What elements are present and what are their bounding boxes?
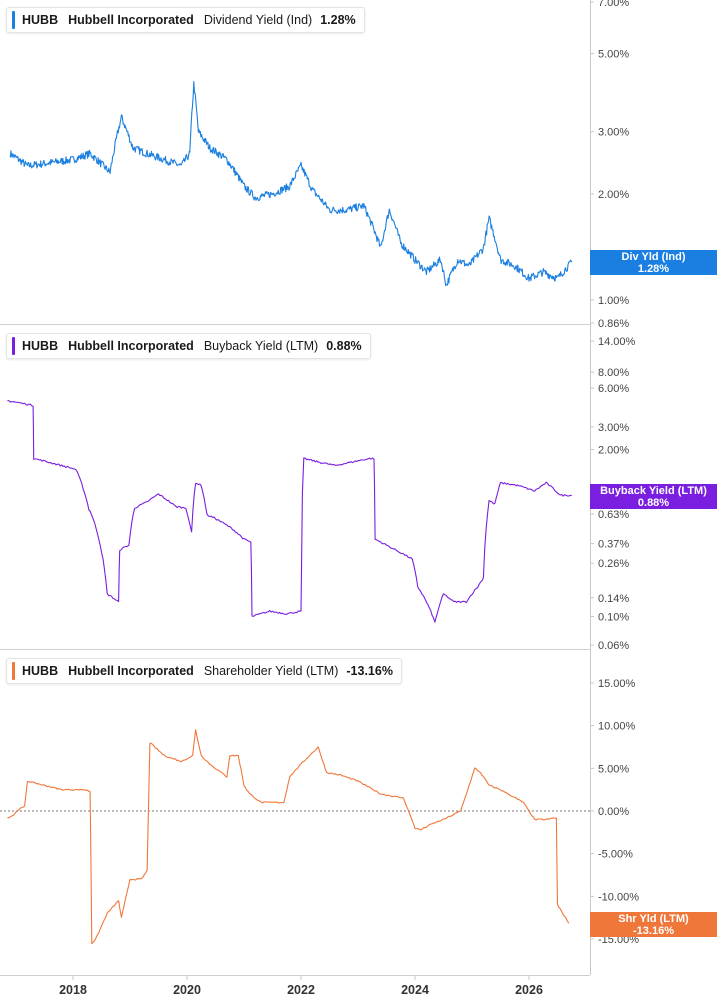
buyback-y-tick-label: 0.06%	[598, 640, 629, 652]
dividend-y-tick-label: 3.00%	[598, 127, 629, 139]
buyback-legend-ticker: HUBB	[22, 339, 59, 353]
shareholder-legend-ticker: HUBB	[22, 664, 59, 678]
dividend-tag-value: 1.28%	[637, 263, 670, 275]
dividend-y-tick-label: 2.00%	[598, 189, 629, 201]
shareholder-legend-value: -13.16%	[346, 664, 393, 678]
x-tick-label: 2024	[401, 983, 429, 997]
dividend-legend-company: Hubbell Incorporated	[68, 13, 194, 27]
dividend-value-tag: Div Yld (Ind) 1.28%	[590, 250, 717, 275]
dividend-legend-ticker: HUBB	[22, 13, 59, 27]
buyback-value-tag: Buyback Yield (LTM) 0.88%	[590, 484, 717, 509]
buyback-y-tick-label: 0.14%	[598, 593, 629, 605]
shareholder-y-tick-label: -15.00%	[598, 934, 639, 946]
dividend-legend: HUBB Hubbell Incorporated Dividend Yield…	[6, 7, 365, 33]
shareholder-tag-value: -13.16%	[633, 925, 674, 937]
x-tick-label: 2018	[59, 983, 87, 997]
dividend-y-tick-label: 1.00%	[598, 295, 629, 307]
x-tick-label: 2020	[173, 983, 201, 997]
shareholder-y-tick-label: 0.00%	[598, 806, 629, 818]
buyback-y-tick-label: 0.10%	[598, 612, 629, 624]
buyback-y-tick-label: 2.00%	[598, 444, 629, 456]
shareholder-y-tick-label: -10.00%	[598, 891, 639, 903]
buyback-legend-metric: Buyback Yield (LTM)	[203, 339, 319, 353]
shareholder-y-tick-label: 10.00%	[598, 721, 636, 733]
shareholder-legend-company: Hubbell Incorporated	[68, 664, 194, 678]
shareholder-legend-swatch	[12, 662, 15, 680]
shareholder-legend-metric: Shareholder Yield (LTM)	[203, 664, 339, 678]
buyback-y-tick-label: 0.63%	[598, 509, 629, 521]
dividend-legend-swatch	[12, 11, 15, 29]
shareholder-tag-label: Shr Yld (LTM)	[618, 913, 689, 925]
shareholder-y-tick-label: 5.00%	[598, 763, 629, 775]
dividend-series-line	[9, 81, 573, 287]
shareholder-series-line	[7, 729, 570, 945]
dividend-legend-metric: Dividend Yield (Ind)	[203, 13, 313, 27]
buyback-legend: HUBB Hubbell Incorporated Buyback Yield …	[6, 333, 371, 359]
dividend-y-tick-label: 7.00%	[598, 0, 629, 9]
buyback-legend-company: Hubbell Incorporated	[68, 339, 194, 353]
shareholder-y-tick-label: 15.00%	[598, 678, 636, 690]
dividend-y-tick-label: 5.00%	[598, 49, 629, 61]
x-tick-label: 2026	[515, 983, 543, 997]
dividend-legend-value: 1.28%	[320, 13, 356, 27]
shareholder-y-tick-label: -5.00%	[598, 849, 633, 861]
x-tick-label: 2022	[287, 983, 315, 997]
buyback-y-tick-label: 3.00%	[598, 422, 629, 434]
shareholder-legend: HUBB Hubbell Incorporated Shareholder Yi…	[6, 658, 402, 684]
shareholder-value-tag: Shr Yld (LTM) -13.16%	[590, 912, 717, 937]
buyback-y-tick-label: 6.00%	[598, 383, 629, 395]
buyback-y-tick-label: 8.00%	[598, 367, 629, 379]
buyback-y-tick-label: 14.00%	[598, 336, 636, 348]
dividend-y-tick-label: 0.86%	[598, 318, 629, 330]
buyback-legend-swatch	[12, 337, 15, 355]
buyback-y-tick-label: 0.37%	[598, 539, 629, 551]
buyback-tag-label: Buyback Yield (LTM)	[600, 485, 707, 497]
dividend-tag-label: Div Yld (Ind)	[621, 251, 686, 263]
buyback-legend-value: 0.88%	[326, 339, 362, 353]
buyback-tag-value: 0.88%	[637, 497, 670, 509]
buyback-y-tick-label: 0.26%	[598, 558, 629, 570]
buyback-series-line	[7, 400, 572, 623]
